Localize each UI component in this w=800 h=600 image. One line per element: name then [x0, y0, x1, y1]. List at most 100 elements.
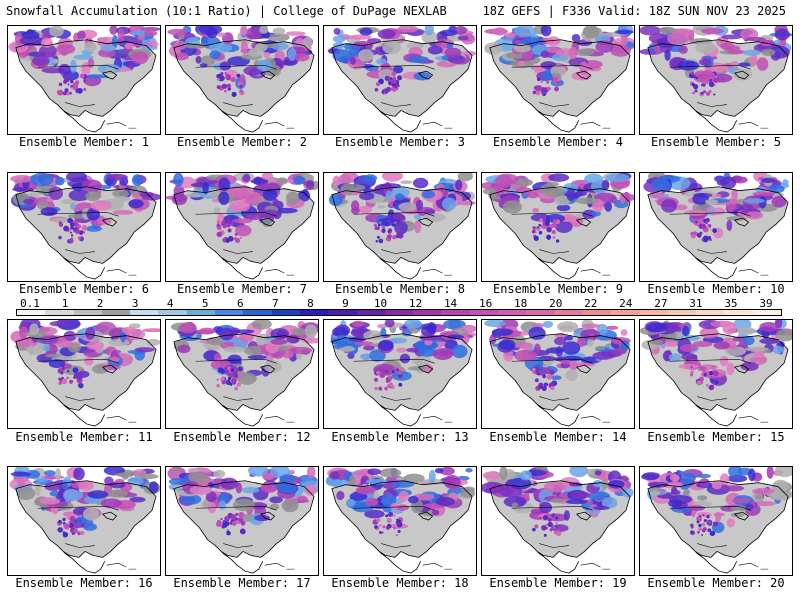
snowfall-shading — [641, 467, 792, 537]
country-border — [353, 64, 435, 107]
country-border — [511, 211, 593, 254]
caribbean-islands — [580, 268, 611, 276]
snowfall-shading — [328, 173, 476, 244]
ensemble-panel-13 — [323, 319, 477, 429]
run-valid-time: 18Z GEFS | F336 Valid: 18Z SUN NOV 23 20… — [482, 4, 786, 18]
caribbean-islands — [738, 415, 769, 423]
caribbean-islands — [738, 121, 769, 129]
ensemble-member-label: Ensemble Member: 7 — [176, 282, 308, 296]
snowfall-map — [482, 173, 634, 280]
snowfall-map — [10, 320, 160, 427]
colorbar-tick-label: 14 — [443, 297, 458, 310]
colorbar-tick-label: 31 — [689, 297, 703, 310]
caribbean-islands — [264, 562, 295, 570]
snowfall-map — [10, 173, 160, 280]
country-border — [195, 358, 277, 401]
ensemble-member-label: Ensemble Member: 19 — [489, 576, 627, 590]
ensemble-panel-14 — [481, 319, 635, 429]
colorbar-tick-label: 0.1 — [20, 297, 40, 310]
snowfall-map — [328, 173, 476, 280]
ensemble-panel-9 — [481, 172, 635, 282]
snowfall-shading — [167, 26, 314, 97]
snowfall-map — [484, 26, 634, 133]
ensemble-member-label: Ensemble Member: 4 — [492, 135, 624, 149]
caribbean-islands — [264, 121, 295, 129]
colorbar-swatch — [328, 310, 357, 315]
caribbean-islands — [580, 562, 611, 570]
colorbar-tick-label: 9 — [342, 297, 349, 310]
colorbar-tick-label: 22 — [584, 297, 598, 310]
snowfall-map — [330, 320, 476, 427]
snowfall-shading — [170, 320, 318, 391]
colorbar-swatch — [101, 310, 131, 315]
map-title: Snowfall Accumulation (10:1 Ratio) | Col… — [6, 4, 447, 18]
snowfall-map — [9, 467, 160, 574]
ensemble-member-label: Ensemble Member: 10 — [647, 282, 785, 296]
coastline — [15, 333, 157, 427]
ensemble-panel-1 — [7, 25, 161, 135]
colorbar-tick-label: 20 — [549, 297, 563, 310]
snowfall-shading — [167, 467, 318, 536]
ensemble-panel-10 — [639, 172, 793, 282]
ensemble-panel-4 — [481, 25, 635, 135]
ensemble-panel-5 — [639, 25, 793, 135]
colorbar-swatch — [413, 310, 442, 315]
caribbean-islands — [738, 268, 769, 276]
country-border — [195, 505, 277, 548]
ensemble-panel-3 — [323, 25, 477, 135]
caribbean-islands — [580, 415, 611, 423]
colorbar-tick-label: 39 — [759, 297, 773, 310]
colorbar-swatch — [45, 310, 74, 315]
coastline — [489, 186, 631, 280]
colorbar-swatch — [243, 310, 272, 315]
country-border — [669, 505, 751, 548]
snowfall-shading — [166, 173, 318, 244]
snowfall-shading — [330, 320, 476, 391]
coastline — [173, 333, 315, 427]
coastline — [15, 186, 157, 280]
snowfall-map — [167, 26, 315, 133]
ensemble-panel-7 — [165, 172, 319, 282]
country-border — [511, 358, 593, 401]
colorbar-tick-label: 1 — [61, 297, 69, 310]
colorbar-swatch — [215, 310, 244, 315]
colorbar-swatch — [498, 310, 527, 315]
snowfall-map — [482, 467, 634, 574]
caribbean-islands — [738, 562, 769, 570]
snowfall-shading — [643, 173, 790, 243]
snowfall-shading — [9, 467, 160, 538]
coastline — [331, 186, 473, 280]
snowfall-colorbar — [16, 309, 782, 316]
colorbar-swatch — [130, 310, 159, 315]
snowfall-map — [643, 173, 790, 280]
caribbean-islands — [264, 415, 295, 423]
snowfall-map — [484, 320, 631, 427]
colorbar-tick-label: 27 — [654, 297, 668, 310]
colorbar-swatch — [356, 310, 385, 315]
snowfall-map — [641, 467, 792, 574]
colorbar-tick-label: 12 — [408, 297, 423, 310]
caribbean-islands — [264, 268, 295, 276]
ensemble-member-label: Ensemble Member: 9 — [492, 282, 624, 296]
snowfall-shading — [10, 173, 160, 244]
ensemble-member-label: Ensemble Member: 3 — [334, 135, 466, 149]
caribbean-islands — [106, 415, 137, 423]
country-border — [353, 211, 435, 254]
coastline — [331, 333, 473, 427]
ensemble-panel-6 — [7, 172, 161, 282]
caribbean-islands — [422, 121, 453, 129]
caribbean-islands — [106, 268, 137, 276]
ensemble-panel-12 — [165, 319, 319, 429]
ensemble-member-label: Ensemble Member: 5 — [650, 135, 782, 149]
colorbar-swatch — [611, 310, 640, 315]
colorbar-tick-label: 2 — [96, 297, 104, 310]
ensemble-panel-11 — [7, 319, 161, 429]
ensemble-member-label: Ensemble Member: 12 — [173, 430, 311, 444]
snowfall-map — [166, 173, 318, 280]
country-border — [37, 64, 119, 107]
snowfall-map — [325, 467, 476, 574]
colorbar-swatch — [384, 310, 414, 315]
coastline — [173, 480, 315, 574]
caribbean-islands — [580, 121, 611, 129]
snowfall-shading — [482, 173, 634, 243]
